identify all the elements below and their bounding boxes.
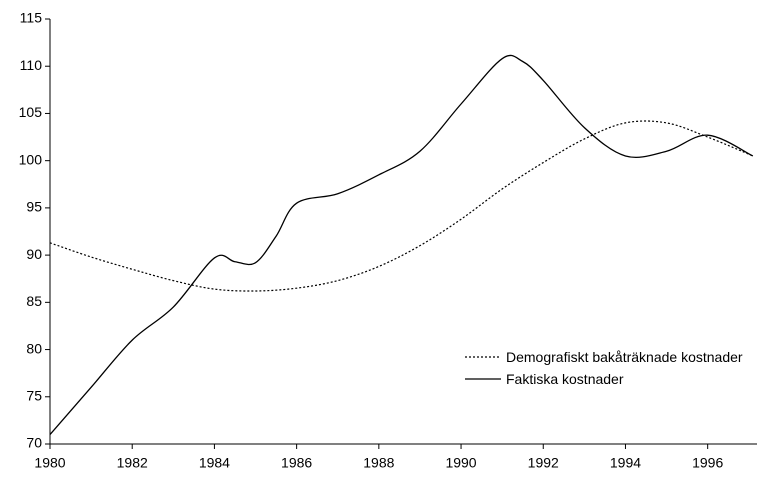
y-tick-label: 90: [26, 246, 42, 262]
y-tick-label: 105: [19, 104, 43, 120]
y-tick-label: 75: [26, 387, 42, 403]
x-tick-label: 1992: [528, 455, 559, 471]
y-tick-label: 70: [26, 435, 42, 451]
y-tick-label: 110: [20, 57, 43, 73]
legend-label: Faktiska kostnader: [506, 371, 624, 387]
y-tick-label: 100: [19, 151, 43, 167]
series-line: [49, 54, 754, 435]
x-tick-label: 1988: [363, 455, 394, 471]
x-tick-label: 1980: [34, 455, 65, 471]
y-tick-label: 80: [26, 340, 42, 356]
x-tick-label: 1994: [610, 455, 641, 471]
y-tick-label: 115: [20, 10, 43, 26]
x-tick-label: 1996: [692, 455, 723, 471]
x-tick-label: 1984: [199, 455, 230, 471]
y-tick-label: 95: [26, 199, 42, 215]
x-tick-label: 1990: [445, 455, 476, 471]
x-tick-label: 1982: [117, 455, 148, 471]
legend-label: Demografiskt bakåträknade kostnader: [506, 349, 743, 365]
series-line: [49, 120, 754, 292]
x-tick-label: 1986: [281, 455, 312, 471]
y-tick-label: 85: [26, 293, 42, 309]
